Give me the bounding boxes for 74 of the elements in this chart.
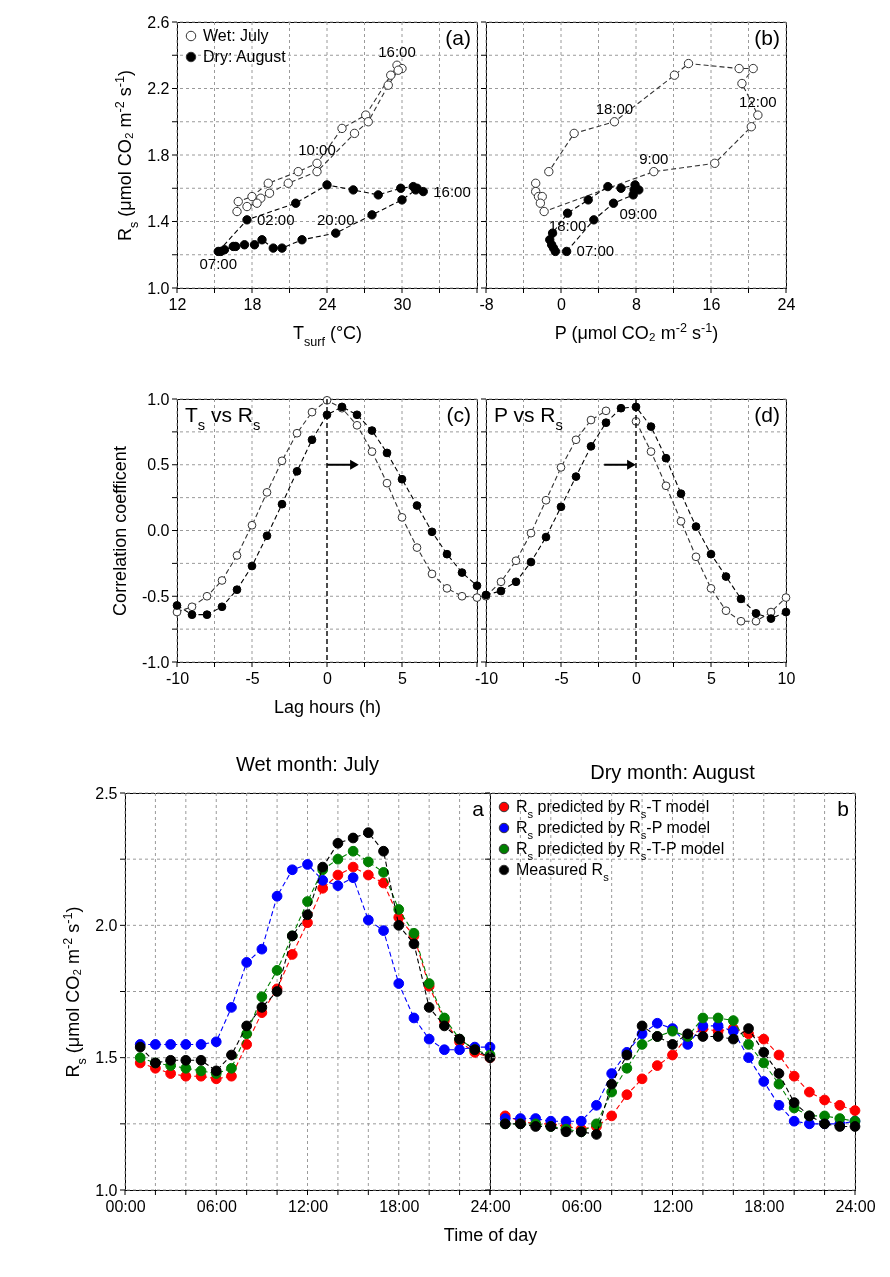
x-tick-label: -10: [165, 669, 190, 687]
annotation: 9:00: [639, 149, 669, 167]
annotation: (a): [445, 26, 471, 49]
x-tick-label: 10: [777, 669, 796, 687]
x-tick-label: 18:00: [379, 1197, 420, 1215]
annotation: 18:00: [548, 217, 587, 235]
x-tick-label: 06:00: [196, 1197, 237, 1215]
annotation: b: [837, 797, 849, 820]
x-tick-label: 30: [393, 295, 412, 313]
chart-title: Wet month: July: [235, 753, 380, 775]
legend-label: R$_{s}$ predicted by R$_{s}$-T model: [516, 798, 710, 820]
y-tick-label: 1.0: [147, 390, 170, 408]
y-tick-label: 2.5: [95, 784, 118, 802]
y-axis-title: Correlation coefficent: [109, 446, 130, 616]
x-tick-label: -10: [474, 669, 499, 687]
annotation: (c): [446, 403, 471, 426]
y-tick-label: 2.0: [95, 916, 118, 934]
annotation: T$_{s}$ vs R$_{s}$: [185, 403, 261, 433]
x-tick-label: -8: [479, 295, 494, 313]
y-tick-label: -0.5: [141, 587, 170, 605]
x-tick-label: 12: [168, 295, 187, 313]
legend-label: R$_{s}$ predicted by R$_{s}$-P model: [516, 819, 711, 841]
annotation: 16:00: [433, 182, 471, 200]
y-tick-label: 1.5: [95, 1049, 118, 1067]
x-tick-label: 18: [243, 295, 262, 313]
annotation: (b): [754, 26, 780, 49]
y-tick-label: 1.0: [95, 1181, 118, 1199]
legend-label: Wet: July: [203, 27, 269, 44]
x-tick-label: 8: [632, 295, 642, 313]
annotation: 07:00: [576, 242, 615, 260]
annotation: a: [472, 797, 485, 820]
legend-label: R$_{s}$ predicted by R$_{s}$-T-P model: [516, 840, 725, 862]
y-tick-label: 1.4: [147, 213, 170, 230]
x-axis-title: Lag hours (h): [273, 696, 382, 717]
x-tick-label: 24: [777, 295, 796, 313]
x-tick-label: 24: [318, 295, 337, 313]
x-tick-label: 24:00: [470, 1197, 511, 1215]
legend-label: Measured R$_{s}$: [516, 861, 610, 883]
annotation: 18:00: [595, 99, 634, 117]
x-tick-label: 5: [707, 669, 717, 687]
x-tick-label: -5: [554, 669, 569, 687]
x-tick-label: 0: [632, 669, 642, 687]
y-tick-label: 1.0: [147, 279, 170, 297]
y-tick-label: 1.8: [147, 146, 170, 164]
x-tick-label: 12:00: [652, 1197, 694, 1215]
x-tick-label: -5: [245, 669, 260, 687]
x-tick-label: 12:00: [287, 1197, 329, 1215]
x-tick-label: 5: [398, 669, 408, 687]
annotation: 02:00: [256, 210, 295, 228]
annotation: (d): [754, 403, 780, 426]
annotation: 10:00: [298, 141, 336, 159]
x-tick-label: 24:00: [835, 1197, 876, 1215]
y-tick-label: 2.6: [147, 13, 170, 31]
y-tick-label: 2.2: [147, 80, 170, 97]
x-tick-label: 18:00: [744, 1197, 785, 1215]
x-tick-label: 00:00: [105, 1197, 146, 1215]
x-tick-label: 0: [323, 669, 333, 687]
annotation: 09:00: [619, 205, 658, 223]
x-axis-title: P (μmol CO₂ m$^{-2}$ s$^{-1}$): [554, 320, 719, 343]
chart-title: Dry month: August: [590, 760, 756, 783]
y-tick-label: 0.0: [147, 522, 170, 539]
y-tick-label: -1.0: [141, 653, 170, 671]
annotation: 16:00: [378, 43, 416, 61]
annotation: 12:00: [739, 93, 777, 111]
annotation: 07:00: [199, 255, 238, 273]
x-axis-title: Time of day: [443, 1224, 538, 1245]
annotation: 20:00: [316, 211, 355, 229]
y-tick-label: 0.5: [147, 456, 170, 474]
x-tick-label: 0: [557, 295, 567, 313]
x-tick-label: 06:00: [561, 1197, 602, 1215]
legend-label: Dry: August: [203, 48, 287, 65]
annotation: P vs R$_{s}$: [494, 403, 563, 433]
x-tick-label: 16: [702, 295, 721, 313]
x-axis-title: T$_{surf}$ (°C): [292, 322, 363, 349]
